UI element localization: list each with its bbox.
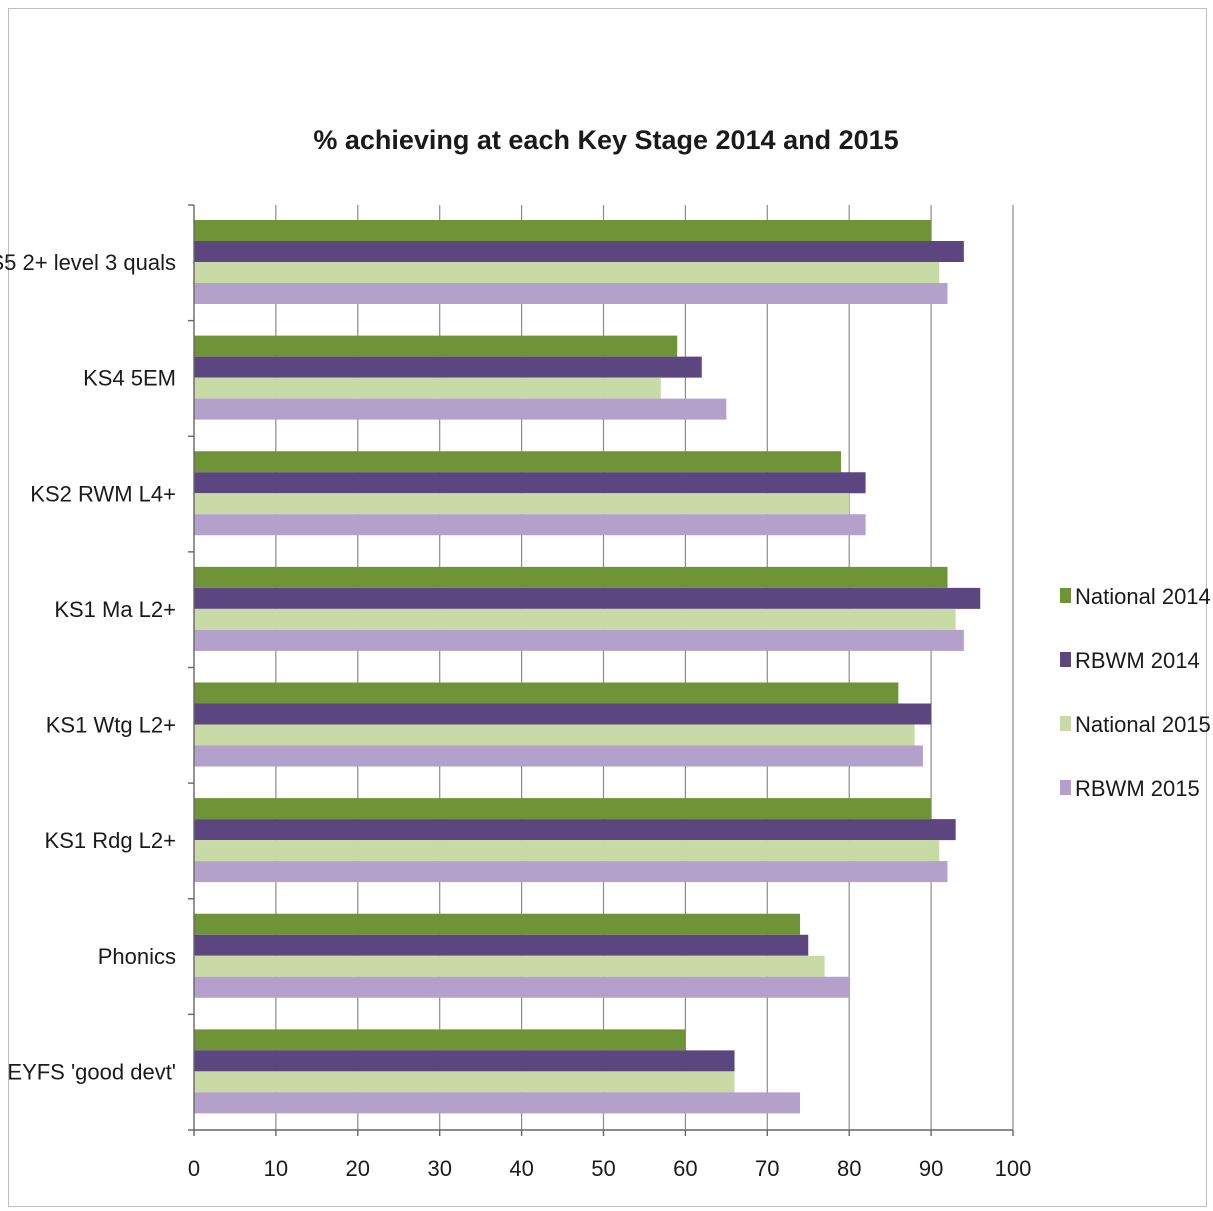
bar-1-7 [194, 913, 801, 935]
bar-3-3 [194, 493, 850, 515]
legend-label: RBWM 2014 [1075, 648, 1200, 673]
bar-2-8 [194, 1050, 735, 1072]
bar-1-1 [194, 220, 932, 241]
category-label: KS1 Wtg L2+ [46, 713, 176, 738]
category-labels: KS5 2+ level 3 quals KS4 5EM KS2 RWM L4+ KS… [0, 250, 176, 1084]
bar-4-8 [194, 1092, 801, 1114]
category-label: KS1 Ma L2+ [54, 597, 176, 622]
legend-swatch [1060, 780, 1071, 795]
bar-4-2 [194, 398, 727, 420]
bar-3-6 [194, 840, 940, 862]
bar-2-3 [194, 472, 866, 494]
legend-label: National 2014 [1075, 584, 1211, 609]
x-tick-label: 20 [346, 1156, 370, 1181]
chart-title: % achieving at each Key Stage 2014 and 2… [313, 125, 898, 155]
legend-swatch [1060, 652, 1071, 667]
category-label: KS1 Rdg L2+ [45, 828, 176, 853]
bar-1-6 [194, 798, 932, 820]
bar-3-8 [194, 1071, 735, 1093]
bar-1-2 [194, 335, 678, 357]
bar-1-5 [194, 682, 899, 704]
legend-label: National 2015 [1075, 712, 1211, 737]
category-label: KS2 RWM L4+ [30, 481, 176, 506]
bar-2-7 [194, 934, 809, 956]
x-tick-label: 60 [673, 1156, 697, 1181]
bar-1-4 [194, 566, 948, 588]
axes [188, 204, 1014, 1136]
x-tick-label: 30 [427, 1156, 451, 1181]
bar-1-3 [194, 451, 842, 473]
category-label: Phonics [98, 944, 176, 969]
legend-swatch [1060, 588, 1071, 603]
bar-4-7 [194, 976, 850, 998]
x-tick-label: 10 [264, 1156, 288, 1181]
x-tick-label: 50 [591, 1156, 615, 1181]
bar-2-4 [194, 587, 981, 609]
bar-4-1 [194, 283, 948, 304]
legend-swatch [1060, 716, 1071, 731]
x-tick-label: 0 [188, 1156, 200, 1181]
bar-2-2 [194, 356, 702, 378]
bar-1-8 [194, 1029, 686, 1051]
x-tick-label: 100 [995, 1156, 1032, 1181]
bar-3-5 [194, 724, 915, 746]
bar-3-1 [194, 262, 940, 283]
bar-2-6 [194, 819, 956, 841]
bar-3-2 [194, 377, 661, 399]
bar-3-4 [194, 608, 956, 630]
x-tick-label: 80 [837, 1156, 861, 1181]
bar-4-5 [194, 745, 923, 767]
bar-2-1 [194, 241, 964, 262]
bar-2-5 [194, 703, 932, 725]
legend-label: RBWM 2015 [1075, 776, 1200, 801]
x-tick-labels: 0 10 20 30 40 50 60 70 80 90 100 [188, 1156, 1031, 1181]
x-tick-label: 90 [919, 1156, 943, 1181]
category-label: KS4 5EM [83, 366, 176, 391]
x-tick-label: 70 [755, 1156, 779, 1181]
bars [194, 220, 981, 1114]
bar-4-6 [194, 861, 948, 883]
x-tick-label: 40 [509, 1156, 533, 1181]
category-label: KS5 2+ level 3 quals [0, 250, 176, 275]
bar-4-3 [194, 514, 866, 536]
bar-4-4 [194, 629, 964, 651]
category-label: EYFS 'good devt' [7, 1059, 176, 1084]
bar-3-7 [194, 955, 825, 977]
legend: National 2014 RBWM 2014 National 2015 RBWM … [1060, 584, 1211, 801]
